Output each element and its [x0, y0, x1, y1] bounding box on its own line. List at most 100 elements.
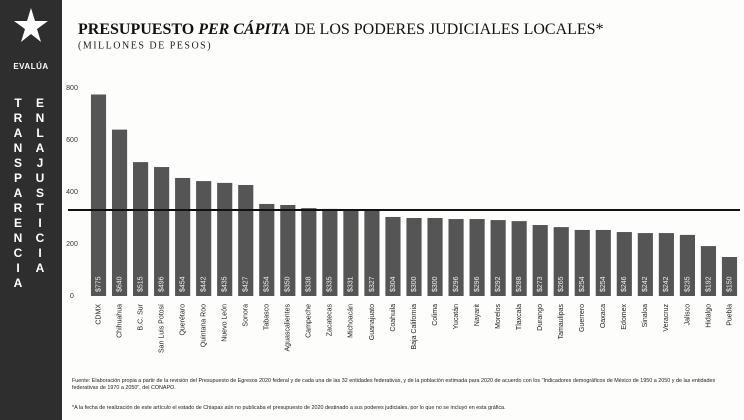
- value-label: $242: [642, 276, 649, 292]
- bar: [574, 229, 590, 296]
- value-label: $265: [558, 276, 565, 292]
- y-tick-label: 200: [66, 241, 78, 248]
- x-tick-label: Tamaulipas: [558, 304, 565, 340]
- value-label: $496: [158, 276, 165, 292]
- x-tick-label: Edomex: [621, 304, 628, 330]
- bar: [217, 182, 233, 296]
- value-label: $292: [495, 276, 502, 292]
- bar: [259, 203, 275, 296]
- subtitle: (MILLONES DE PESOS): [78, 40, 212, 51]
- x-tick-label: Coahuila: [390, 304, 397, 332]
- bar: [721, 257, 738, 296]
- x-tick-label: Aguascalientes: [285, 304, 292, 352]
- x-tick-label: Hidalgo: [705, 304, 712, 328]
- value-label: $242: [663, 276, 670, 292]
- brand: EVALÚA: [13, 62, 49, 71]
- value-label: $331: [348, 276, 355, 292]
- x-tick-label: Quintana Roo: [201, 304, 208, 347]
- bar: [595, 229, 611, 296]
- x-tick-label: Campeche: [306, 304, 313, 338]
- value-label: $427: [243, 276, 250, 292]
- y-tick-label: 800: [66, 85, 78, 92]
- value-label: $350: [285, 276, 292, 292]
- value-label: $254: [579, 276, 586, 292]
- y-tick-label: 400: [66, 189, 78, 196]
- value-label: $300: [432, 276, 439, 292]
- value-label: $192: [705, 276, 712, 292]
- value-label: $435: [222, 276, 229, 292]
- sidebar: EVALÚA TRANSPARENCIA ENLAJUSTICIA: [0, 0, 62, 420]
- value-label: $335: [327, 276, 334, 292]
- x-tick-label: Colima: [432, 304, 439, 326]
- x-tick-label: Morelos: [495, 304, 502, 329]
- bar: [133, 162, 149, 296]
- note: *A la fecha de realización de este artíc…: [72, 405, 506, 411]
- bar: [343, 209, 359, 296]
- x-tick-label: Oaxaca: [600, 304, 607, 328]
- value-label: $354: [264, 276, 271, 292]
- bar: [511, 221, 527, 296]
- bar: [238, 184, 254, 296]
- bar: [154, 167, 170, 296]
- x-tick-label: San Luis Potosí: [158, 304, 165, 353]
- bar: [427, 218, 443, 296]
- x-tick-label: Baja California: [411, 304, 418, 350]
- bar: [469, 219, 485, 296]
- value-label: $327: [369, 276, 376, 292]
- value-label: $640: [116, 276, 123, 292]
- y-tick-label: 0: [70, 293, 74, 300]
- bar: [658, 233, 674, 296]
- x-tick-label: Veracruz: [663, 304, 670, 332]
- x-tick-label: Tlaxcala: [516, 304, 523, 330]
- x-tick-label: Puebla: [726, 304, 733, 326]
- bar: [490, 220, 506, 296]
- bar: [175, 177, 191, 296]
- value-label: $150: [726, 276, 733, 292]
- sidebar-word: TRANSPARENCIA: [11, 96, 25, 291]
- x-tick-label: Tabasco: [264, 304, 271, 330]
- x-tick-label: Nuevo León: [222, 304, 229, 342]
- bar: [406, 218, 422, 296]
- bar: [280, 205, 296, 296]
- bar: [364, 210, 380, 296]
- bar: [700, 246, 717, 296]
- value-label: $338: [306, 276, 313, 292]
- x-tick-label: Querétaro: [179, 304, 186, 336]
- x-tick-label: Yucatán: [453, 304, 460, 329]
- logo: [14, 8, 48, 42]
- title-part: PER CÁPITA: [197, 19, 290, 38]
- bar: [385, 216, 401, 296]
- x-tick-label: Nayarit: [474, 304, 481, 326]
- x-tick-label: Jalisco: [684, 304, 691, 326]
- x-tick-label: Sonora: [243, 304, 250, 327]
- bar: [301, 208, 317, 296]
- bar: [532, 225, 548, 296]
- bar: [679, 234, 695, 296]
- x-tick-label: CDMX: [95, 304, 102, 325]
- value-label: $300: [411, 276, 418, 292]
- bar: [90, 94, 107, 296]
- chart-title: PRESUPUESTO PER CÁPITA DE LOS PODERES JU…: [78, 19, 604, 38]
- note: Fuente: Elaboración propia a partir de l…: [72, 378, 716, 391]
- title-part: PRESUPUESTO: [78, 21, 194, 38]
- value-label: $454: [179, 276, 186, 292]
- x-tick-label: Guanajuato: [369, 304, 376, 340]
- value-label: $273: [537, 276, 544, 292]
- bar: [111, 129, 128, 296]
- bar: [322, 208, 338, 296]
- x-tick-label: Michoacán: [348, 304, 355, 338]
- value-label: $235: [684, 276, 691, 292]
- value-label: $442: [201, 276, 208, 292]
- bar: [553, 227, 569, 296]
- value-label: $288: [516, 276, 523, 292]
- x-tick-label: Durango: [537, 304, 544, 331]
- x-tick-label: Chihuahua: [116, 304, 123, 338]
- bar: [448, 219, 464, 296]
- x-tick-label: Zacatecas: [327, 304, 334, 337]
- x-tick-label: Guerrero: [579, 304, 586, 332]
- value-label: $296: [453, 276, 460, 292]
- title-part: DE LOS PODERES JUDICIALES LOCALES*: [294, 21, 603, 38]
- y-tick-label: 600: [66, 137, 78, 144]
